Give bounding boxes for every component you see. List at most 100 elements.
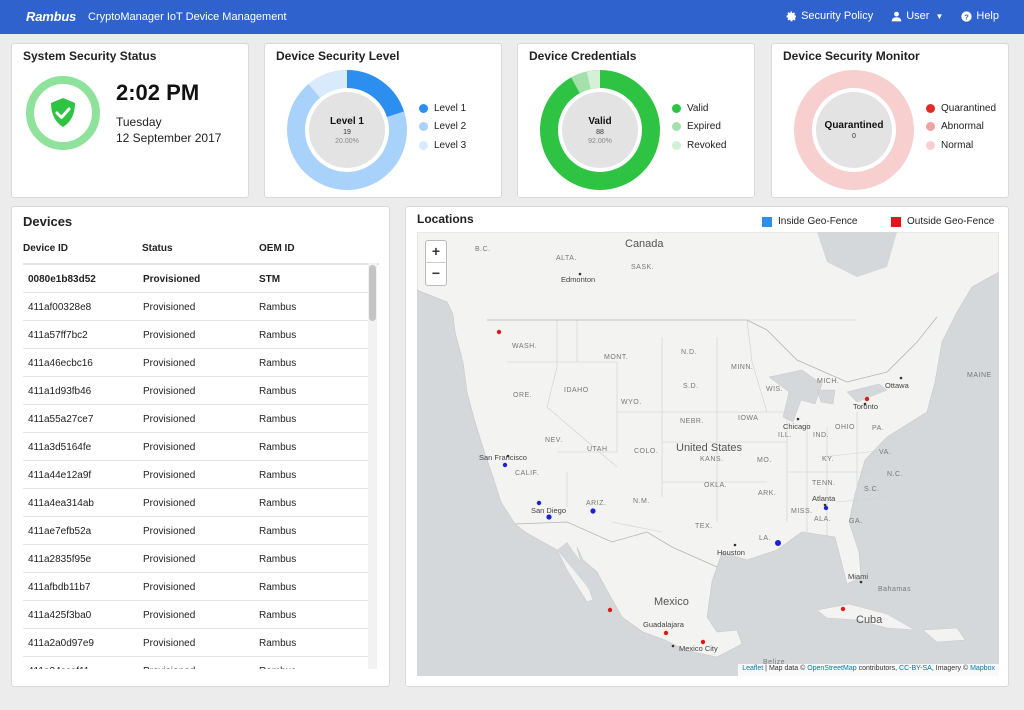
security-level-legend: Level 1 Level 2 Level 3 (419, 99, 466, 155)
cell-status: Provisioned (143, 582, 196, 593)
credentials-legend: Valid Expired Revoked (672, 99, 726, 155)
table-row[interactable]: 411a1d93fb46 Provisioned Rambus (23, 377, 369, 405)
marker-outside (607, 607, 613, 613)
table-row[interactable]: 411a2835f95e Provisioned Rambus (23, 545, 369, 573)
dot-icon (926, 122, 935, 132)
table-row[interactable]: 411a44e12a9f Provisioned Rambus (23, 461, 369, 489)
map-label-va: VA. (879, 449, 892, 456)
map-label-tenn: TENN. (812, 480, 836, 487)
credentials-donut[interactable] (540, 70, 660, 190)
security-monitor-donut[interactable] (794, 70, 914, 190)
cell-oem-id: Rambus (259, 470, 297, 481)
donut-center-percent: 20.00% (335, 137, 359, 145)
marker-outside (663, 630, 669, 636)
table-row[interactable]: 411afbdb11b7 Provisioned Rambus (23, 573, 369, 601)
table-row[interactable]: 411a57ff7bc2 Provisioned Rambus (23, 321, 369, 349)
great-lakes (768, 369, 888, 423)
map-label-san-francisco: San Francisco (479, 453, 527, 462)
cc-by-sa-link[interactable]: CC-BY-SA (899, 665, 932, 672)
zoom-out-button[interactable]: − (431, 265, 441, 281)
map-canvas[interactable] (417, 232, 999, 676)
map-label-kans: KANS. (700, 456, 724, 463)
devices-scrollbar[interactable] (368, 263, 377, 669)
level1-segment (346, 70, 405, 118)
map-label-nm: N.M. (633, 498, 650, 505)
legend-normal[interactable]: Normal (926, 136, 996, 155)
rambus-logo[interactable]: Rambus (26, 9, 77, 24)
map-label-atlanta: Atlanta (812, 494, 836, 503)
table-row[interactable]: 411a55a27ce7 Provisioned Rambus (23, 405, 369, 433)
cell-status: Provisioned (143, 526, 196, 537)
legend-label: Quarantined (941, 102, 997, 114)
map-label-canada: Canada (625, 238, 664, 250)
cell-device-id: 411a4ea314ab (28, 498, 94, 509)
table-row[interactable]: 411a425f3ba0 Provisioned Rambus (23, 601, 369, 629)
legend-expired[interactable]: Expired (672, 118, 726, 137)
table-row[interactable]: 411a24ccaf11 Provisioned Rambus (23, 657, 369, 669)
donut-center-count: 19 (343, 128, 351, 136)
legend-label: Valid (687, 102, 709, 114)
cell-oem-id: Rambus (259, 526, 297, 537)
legend-label: Level 2 (434, 121, 467, 133)
cell-status: Provisioned (143, 274, 201, 285)
map-label-calif: CALIF. (515, 470, 540, 477)
legend-inside-geofence[interactable]: Inside Geo-Fence (762, 216, 858, 227)
legend-level-2[interactable]: Level 2 (419, 118, 466, 137)
mapbox-link[interactable]: Mapbox (970, 665, 995, 672)
security-policy-link[interactable]: Security Policy (786, 10, 873, 22)
dot-icon (926, 140, 935, 150)
secure-status-indicator (26, 76, 100, 150)
openstreetmap-link[interactable]: OpenStreetMap (807, 665, 857, 672)
dot-icon (419, 140, 428, 150)
zoom-in-button[interactable]: + (426, 241, 446, 263)
map-label-san-diego: San Diego (531, 506, 567, 515)
map-label-belize: Belize (763, 659, 786, 666)
col-oem-id[interactable]: OEM ID (259, 243, 295, 254)
cell-status: Provisioned (143, 638, 196, 649)
table-row[interactable]: 411a2a0d97e9 Provisioned Rambus (23, 629, 369, 657)
legend-level-3[interactable]: Level 3 (419, 136, 466, 155)
card-title: Locations (417, 212, 474, 226)
help-link[interactable]: ? Help (961, 10, 999, 22)
legend-valid[interactable]: Valid (672, 99, 726, 118)
legend-outside-geofence[interactable]: Outside Geo-Fence (891, 216, 994, 227)
map-label-utah: UTAH (587, 446, 608, 453)
user-menu[interactable]: User ▼ (891, 10, 943, 22)
col-device-id[interactable]: Device ID (23, 243, 69, 254)
devices-table-body[interactable]: 0080e1b83d52 Provisioned STM 411af00328e8 Pr… (23, 263, 379, 669)
cell-oem-id: Rambus (259, 414, 297, 425)
locations-map[interactable]: Canada United States Mexico Cuba B.C. AL… (417, 232, 999, 676)
user-label: User (906, 10, 930, 22)
map-label-wash: WASH. (512, 343, 538, 350)
legend-abnormal[interactable]: Abnormal (926, 118, 996, 137)
donut-center-count: 0 (852, 133, 856, 140)
map-label-guadalajara: Guadalajara (643, 620, 684, 629)
leaflet-link[interactable]: Leaflet (742, 665, 764, 672)
legend-label: Abnormal (941, 121, 984, 133)
app-title[interactable]: CryptoManager IoT Device Management (88, 11, 287, 23)
scrollbar-thumb[interactable] (369, 265, 376, 321)
legend-quarantined[interactable]: Quarantined (926, 99, 996, 118)
table-row[interactable]: 411ae7efb52a Provisioned Rambus (23, 517, 369, 545)
table-row[interactable]: 411a4ea314ab Provisioned Rambus (23, 489, 369, 517)
map-label-chicago: Chicago (783, 422, 811, 431)
table-row[interactable]: 411a46ecbc16 Provisioned Rambus (23, 349, 369, 377)
map-label-cuba: Cuba (856, 614, 883, 626)
table-row[interactable]: 0080e1b83d52 Provisioned STM (23, 265, 369, 293)
col-status[interactable]: Status (142, 243, 173, 254)
cell-device-id: 411a3d5164fe (28, 442, 92, 453)
table-row[interactable]: 411a3d5164fe Provisioned Rambus (23, 433, 369, 461)
dot-icon (672, 140, 681, 150)
legend-revoked[interactable]: Revoked (672, 136, 726, 155)
table-row[interactable]: 411af00328e8 Provisioned Rambus (23, 293, 369, 321)
devices-card: Devices Device ID Status OEM ID 0080e1b8… (11, 206, 390, 687)
help-label: Help (976, 10, 999, 22)
card-title: Device Security Level (276, 49, 400, 63)
legend-level-1[interactable]: Level 1 (419, 99, 466, 118)
device-security-monitor-card: Device Security Monitor Quarantined 0 Qu… (771, 43, 1009, 198)
security-monitor-legend: Quarantined Abnormal Normal (926, 99, 996, 155)
cell-device-id: 411a46ecbc16 (28, 358, 93, 369)
map-label-bahamas: Bahamas (878, 586, 912, 593)
marker-inside (775, 540, 781, 546)
security-level-donut[interactable] (287, 70, 407, 190)
